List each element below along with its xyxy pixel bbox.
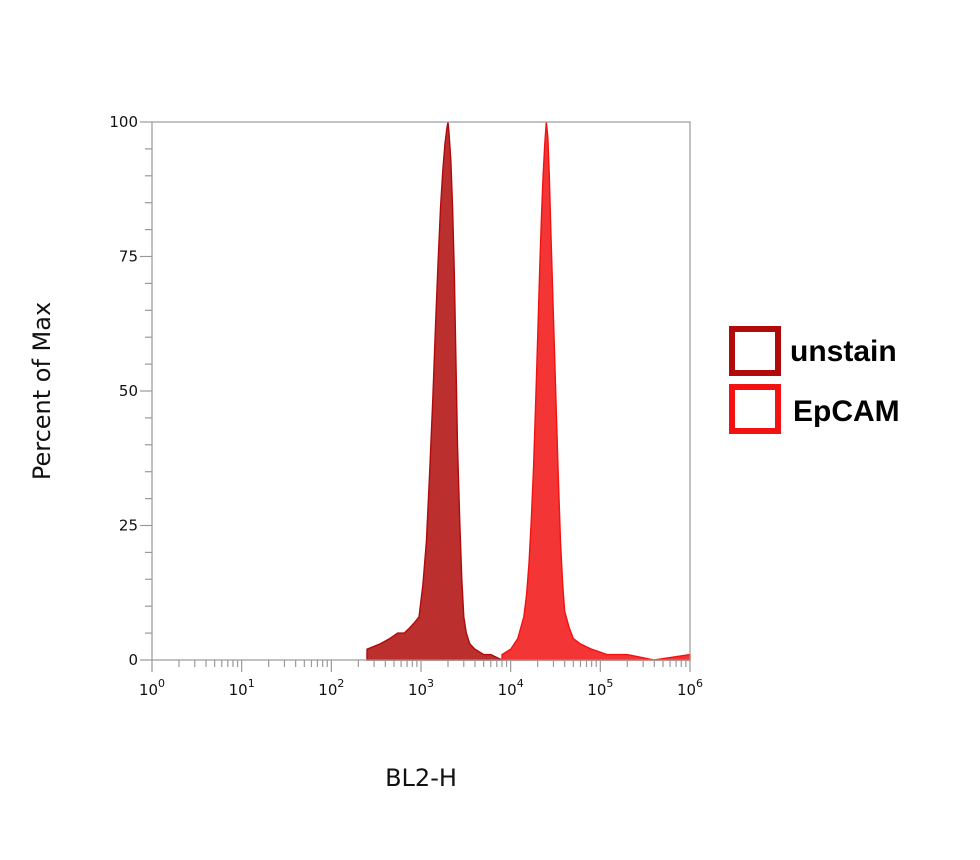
y-tick-label: 100	[109, 113, 138, 131]
series-layer	[366, 121, 691, 661]
series-unstain-area	[366, 121, 503, 661]
plot-frame	[151, 121, 691, 661]
x-tick-label: 104	[498, 677, 524, 699]
y-tick-label: 25	[119, 517, 138, 535]
x-tick-label: 100	[139, 677, 165, 699]
x-tick-label: 106	[677, 677, 703, 699]
legend-item-epcam: EpCAM	[729, 384, 900, 434]
x-tick-label: 105	[587, 677, 613, 699]
legend-label-unstain: unstain	[790, 335, 897, 368]
legend: unstain EpCAM	[729, 326, 900, 434]
x-axis-title: BL2-H	[385, 764, 457, 792]
y-axis: 0 25 50 75 100	[109, 113, 152, 669]
legend-item-unstain: unstain	[729, 326, 897, 376]
legend-swatch-unstain	[729, 326, 781, 376]
x-tick-label: 102	[318, 677, 344, 699]
legend-label-epcam: EpCAM	[793, 395, 900, 428]
y-tick-label: 50	[119, 382, 138, 400]
x-axis: 100 101 102 103 104 105 106	[139, 660, 703, 699]
x-tick-label: 101	[229, 677, 255, 699]
y-tick-label: 0	[128, 651, 138, 669]
x-tick-label: 103	[408, 677, 434, 699]
legend-swatch-epcam	[729, 384, 781, 434]
y-tick-label: 75	[119, 248, 138, 266]
series-epcam-area	[501, 121, 691, 661]
y-axis-title: Percent of Max	[28, 302, 56, 480]
